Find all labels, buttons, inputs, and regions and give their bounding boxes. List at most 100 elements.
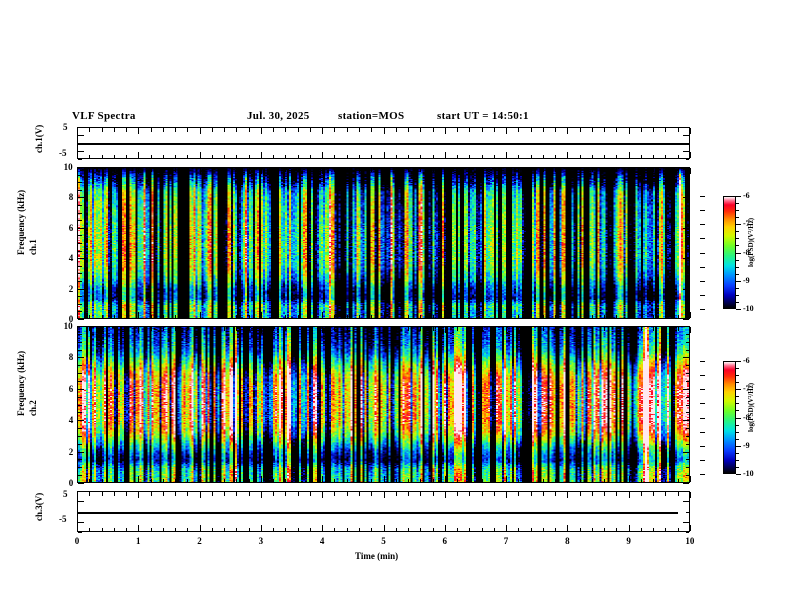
axis-tick — [616, 492, 618, 496]
axis-tick — [77, 476, 78, 482]
axis-tick — [604, 478, 606, 482]
axis-tick — [383, 525, 385, 531]
axis-tick — [685, 243, 689, 244]
axis-tick — [78, 205, 82, 206]
axis-tick — [420, 327, 422, 331]
axis-tick — [530, 327, 532, 331]
axis-tick — [78, 212, 82, 214]
axis-tick — [665, 327, 667, 331]
axis-tick — [457, 492, 459, 496]
axis-tick — [628, 327, 630, 333]
axis-tick — [78, 220, 82, 222]
axis-tick — [224, 327, 226, 331]
axis-tick — [101, 478, 103, 482]
x-tick-label-10: 10 — [685, 536, 695, 546]
axis-tick — [555, 492, 557, 496]
x-tick-label-6: 6 — [442, 536, 448, 546]
axis-tick — [677, 492, 679, 496]
axis-tick — [616, 128, 618, 132]
axis-tick — [640, 478, 642, 482]
axis-tick — [273, 327, 275, 331]
axis-tick — [736, 410, 739, 412]
axis-tick — [420, 168, 422, 172]
x-tick-label-2: 2 — [197, 536, 202, 546]
axis-tick — [640, 527, 642, 531]
axis-tick — [736, 438, 739, 440]
axis-tick — [444, 476, 446, 482]
axis-tick — [685, 311, 689, 313]
axis-tick — [555, 128, 557, 132]
axis-tick — [395, 327, 397, 331]
axis-tick — [248, 314, 250, 318]
axis-tick — [78, 227, 84, 229]
axis-tick — [700, 294, 705, 296]
axis-tick — [591, 314, 593, 318]
colorbar-ch1-tick--9: -9 — [743, 275, 750, 285]
axis-tick — [640, 128, 642, 132]
axis-tick — [322, 312, 324, 318]
axis-tick — [736, 466, 739, 468]
axis-tick — [138, 492, 140, 498]
axis-tick — [683, 483, 689, 484]
axis-tick — [469, 128, 471, 132]
axis-tick — [199, 168, 201, 174]
axis-tick — [665, 478, 667, 482]
axis-tick — [101, 327, 103, 331]
axis-tick — [126, 478, 128, 482]
axis-tick — [736, 231, 739, 233]
x-tick-label-0: 0 — [74, 536, 80, 546]
axis-tick — [579, 314, 581, 318]
axis-tick — [579, 154, 581, 158]
axis-tick — [322, 168, 324, 174]
axis-tick — [273, 154, 275, 158]
axis-tick — [677, 527, 679, 531]
axis-tick — [78, 483, 84, 484]
axis-tick — [690, 476, 691, 482]
axis-tick — [736, 396, 739, 398]
axis-tick — [506, 525, 508, 531]
axis-tick — [78, 143, 82, 144]
axis-tick — [628, 152, 630, 158]
axis-tick — [542, 168, 544, 172]
axis-tick — [309, 478, 311, 482]
axis-tick — [690, 312, 691, 318]
axis-tick — [358, 478, 360, 482]
axis-tick — [77, 327, 78, 333]
axis-tick — [700, 196, 705, 197]
colorbar-ch2-tick--9: -9 — [743, 440, 750, 450]
axis-tick — [628, 525, 630, 531]
axis-tick — [89, 128, 91, 132]
axis-tick — [685, 205, 689, 206]
axis-tick — [685, 412, 689, 414]
axis-tick — [77, 525, 78, 531]
axis-tick — [700, 445, 705, 447]
colorbar-ch2-tick--6: -6 — [743, 356, 750, 365]
axis-tick — [395, 154, 397, 158]
axis-tick — [371, 154, 373, 158]
axis-tick — [187, 128, 189, 132]
axis-tick — [322, 525, 324, 531]
x-tick-label-9: 9 — [626, 536, 631, 546]
axis-tick — [530, 492, 532, 496]
axis-tick — [685, 333, 689, 335]
axis-tick — [150, 478, 152, 482]
axis-tick — [89, 478, 91, 482]
axis-tick — [346, 327, 348, 331]
ch2-spec-ytick-6: 6 — [68, 383, 74, 394]
x-axis-label: Time (min) — [355, 551, 399, 561]
axis-tick — [457, 527, 459, 531]
axis-tick — [285, 492, 287, 496]
axis-tick — [736, 403, 739, 405]
axis-tick — [78, 428, 82, 430]
axis-tick — [78, 412, 82, 414]
axis-tick — [199, 525, 201, 531]
axis-tick — [677, 154, 679, 158]
axis-tick — [604, 527, 606, 531]
axis-tick — [346, 478, 348, 482]
axis-tick — [162, 478, 164, 482]
ch2-spec-ytick-0: 0 — [68, 478, 74, 488]
axis-tick — [78, 273, 82, 275]
axis-tick — [700, 389, 705, 391]
axis-tick — [78, 491, 82, 492]
axis-tick — [420, 314, 422, 318]
